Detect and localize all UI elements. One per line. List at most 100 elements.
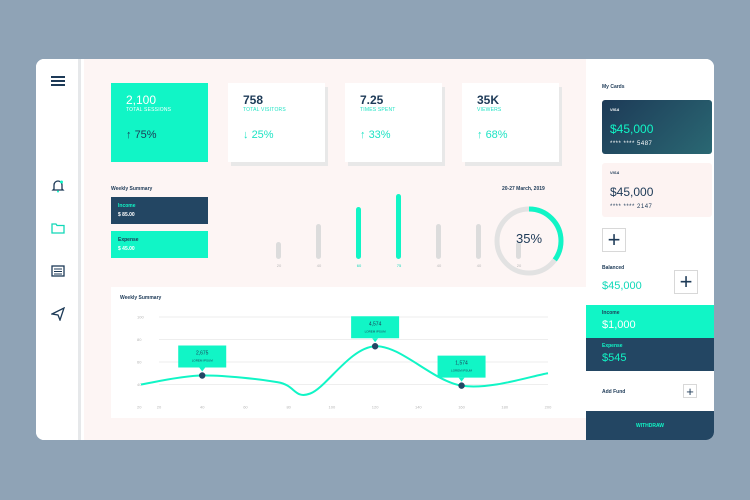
add-fund-label: Add Fund — [602, 389, 626, 395]
stat-value: 758 — [243, 93, 264, 107]
add-balance-button[interactable]: + — [674, 270, 698, 294]
date-range: 20-27 March, 2019 — [502, 186, 545, 192]
annotation-text: LOREM IPSUM — [451, 369, 473, 373]
stat-label: TOTAL SESSIONS — [126, 107, 172, 113]
card-brand: VISA — [610, 107, 620, 112]
x-tick-label: 60 — [243, 405, 248, 410]
y-tick-label: 80 — [137, 337, 142, 342]
income-panel[interactable]: Income $1,000 — [586, 305, 714, 338]
y-tick-label: 60 — [137, 360, 142, 365]
weekly-summary-title: Weekly Summary — [111, 186, 153, 192]
arrow-up-icon: ↑ — [126, 129, 132, 141]
annotation-value: 4,574 — [369, 321, 382, 327]
card-number: **** **** 2147 — [610, 204, 653, 210]
stat-card-sessions[interactable]: 2,100 TOTAL SESSIONS ↑ 75% — [111, 83, 208, 162]
expense-label: Expense — [118, 237, 139, 243]
line-chart: 20 40 60 80 100 20 40 60 80 100 120 140 160 180 200 2,6… — [137, 315, 552, 410]
stat-card-viewers[interactable]: 35K VIEWERS ↑ 68% — [462, 83, 559, 162]
weekly-bar — [316, 224, 321, 259]
x-tick-label: 200 — [545, 405, 552, 410]
expense-value: $ 45.00 — [118, 246, 135, 252]
y-tick-label: 100 — [137, 315, 144, 320]
weekly-bar-label: 20 — [516, 263, 522, 268]
annotation-value: 1,574 — [455, 361, 468, 367]
income-label: Income — [118, 203, 136, 209]
annotation-pointer — [199, 367, 206, 372]
weekly-bar — [276, 241, 281, 259]
hamburger-menu-icon[interactable] — [49, 72, 67, 90]
expense-label: Expense — [602, 343, 623, 349]
x-tick-label: 160 — [458, 405, 465, 410]
line-chart-card: Weekly Summary 20 40 60 80 100 20 40 60 80 100 120… — [111, 287, 587, 418]
right-panel: My Cards VISA $45,000 **** **** 5487 VIS… — [586, 59, 714, 440]
weekly-bar — [476, 224, 481, 259]
dashboard-window: 2,100 TOTAL SESSIONS ↑ 75% 758 TOTAL VIS… — [36, 59, 714, 440]
card-amount: $45,000 — [610, 122, 654, 136]
weekly-bar-label: 20 — [276, 263, 282, 268]
expense-panel[interactable]: Expense $545 — [586, 338, 714, 371]
card-amount: $45,000 — [610, 185, 654, 199]
data-point — [371, 343, 379, 350]
x-tick-label: 180 — [501, 405, 508, 410]
line-chart-title: Weekly Summary — [120, 295, 162, 301]
weekly-bar — [396, 194, 401, 259]
stat-value: 2,100 — [126, 93, 157, 107]
stat-percent: ↑ 33% — [360, 129, 391, 141]
income-label: Income — [602, 310, 620, 316]
stat-value: 7.25 — [360, 93, 384, 107]
add-card-button[interactable]: + — [602, 228, 626, 252]
annotation-text: LOREM IPSUM — [365, 329, 387, 333]
annotation-value: 2,675 — [196, 351, 209, 357]
send-icon[interactable] — [49, 305, 67, 323]
annotation-box — [437, 355, 486, 378]
add-fund-button[interactable]: + — [683, 384, 697, 398]
visa-card-2[interactable]: VISA $45,000 **** **** 2147 — [602, 163, 712, 217]
arrow-up-icon: ↑ — [477, 129, 483, 141]
data-point — [199, 372, 206, 379]
stat-card-visitors[interactable]: 758 TOTAL VISITORS ↓ 25% — [228, 83, 325, 162]
stat-value: 35K — [477, 93, 500, 107]
x-tick-label: 40 — [200, 405, 205, 410]
donut-progress — [494, 206, 564, 276]
annotation-pointer — [458, 377, 465, 382]
folder-icon[interactable] — [49, 219, 67, 237]
balanced-label: Balanced — [602, 265, 625, 271]
x-tick-label: 140 — [415, 405, 422, 410]
annotation-box — [178, 345, 227, 368]
x-tick-label: 120 — [372, 405, 379, 410]
visa-card-1[interactable]: VISA $45,000 **** **** 5487 — [602, 100, 712, 154]
card-number: **** **** 5487 — [610, 141, 653, 147]
weekly-bar — [356, 207, 361, 259]
stat-percent: ↑ 75% — [126, 129, 157, 141]
annotation-text: LOREM IPSUM — [192, 359, 214, 363]
data-point — [458, 382, 465, 389]
weekly-bar-label: 60 — [356, 263, 362, 268]
y-tick-label: 20 — [137, 405, 142, 410]
stat-label: VIEWERS — [477, 107, 502, 113]
weekly-bar-label: 40 — [436, 263, 442, 268]
arrow-down-icon: ↓ — [243, 129, 249, 141]
balanced-value: $45,000 — [602, 280, 642, 292]
x-tick-label: 100 — [329, 405, 336, 410]
stat-label: TIMES SPENT — [360, 107, 396, 113]
main-panel: 2,100 TOTAL SESSIONS ↑ 75% 758 TOTAL VIS… — [84, 59, 587, 440]
annotation-pointer — [372, 338, 379, 343]
income-value: $ 85.00 — [118, 212, 135, 218]
expense-value: $545 — [602, 352, 627, 364]
stat-label: TOTAL VISITORS — [243, 107, 286, 113]
weekly-bar-label: 40 — [316, 263, 322, 268]
stat-percent: ↓ 25% — [243, 129, 274, 141]
x-tick-label: 20 — [157, 405, 162, 410]
arrow-up-icon: ↑ — [360, 129, 366, 141]
my-cards-title: My Cards — [602, 84, 625, 90]
stat-card-time[interactable]: 7.25 TIMES SPENT ↑ 33% — [345, 83, 442, 162]
income-value: $1,000 — [602, 319, 636, 331]
income-box[interactable]: Income $ 85.00 — [111, 197, 208, 224]
list-icon[interactable] — [49, 262, 67, 280]
card-brand: VISA — [610, 170, 620, 175]
withdraw-button[interactable]: WITHDRAW — [586, 411, 714, 440]
y-tick-label: 40 — [137, 382, 142, 387]
bell-icon[interactable] — [49, 177, 67, 195]
expense-box[interactable]: Expense $ 45.00 — [111, 231, 208, 258]
x-tick-label: 80 — [286, 405, 291, 410]
